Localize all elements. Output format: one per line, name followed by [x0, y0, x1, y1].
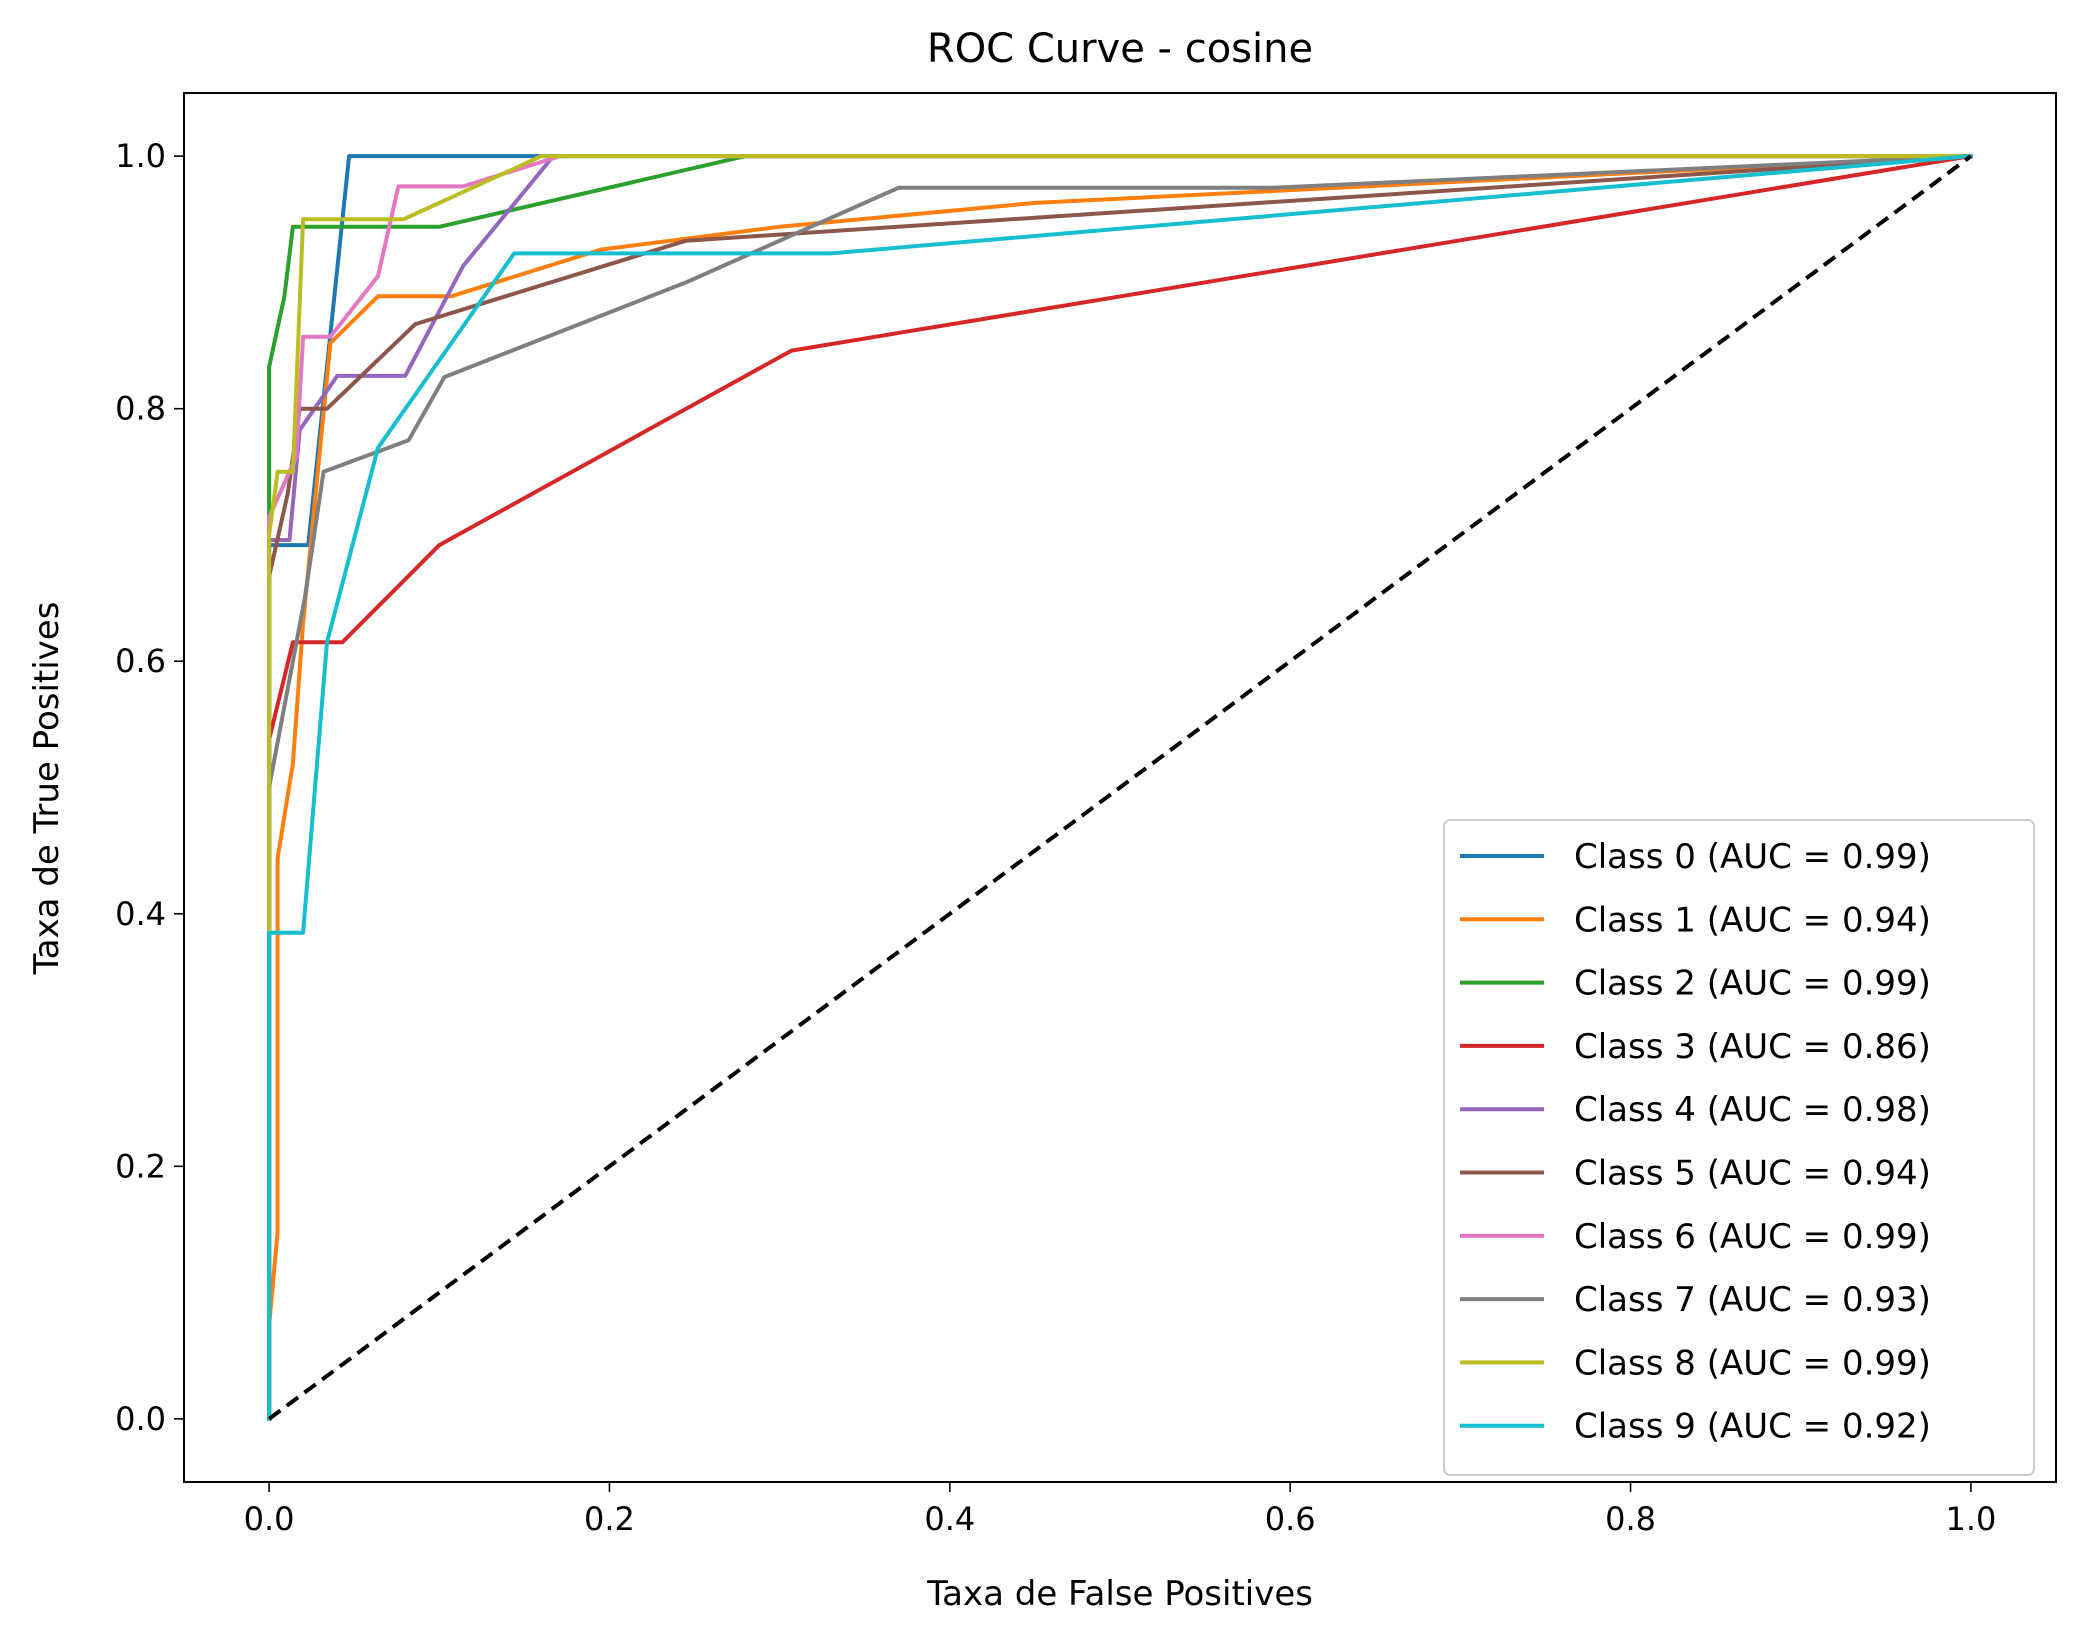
- plot-area: 0.0 0.2 0.4 0.6 0.8 1.0 0.0 0.2 0.4 0.6 0.8 1.0: [115, 92, 2057, 1538]
- legend-label: Class 3 (AUC = 0.86): [1574, 1027, 1931, 1067]
- legend-label: Class 8 (AUC = 0.99): [1574, 1343, 1931, 1383]
- legend-label: Class 2 (AUC = 0.99): [1574, 964, 1931, 1004]
- y-axis-label: Taxa de True Positives: [27, 602, 67, 976]
- chance-diagonal-line: [267, 154, 1973, 1421]
- y-tick-label: 0.6: [115, 642, 166, 680]
- legend-label: Class 4 (AUC = 0.98): [1574, 1090, 1931, 1130]
- x-tick-label: 0.8: [1605, 1500, 1656, 1538]
- y-tick-label: 0.2: [115, 1147, 166, 1185]
- axes-frame: [183, 92, 2057, 1483]
- series-line-class-7: [267, 154, 1973, 1421]
- y-tick-label: 0.8: [115, 390, 166, 428]
- x-tick-label: 0.6: [1265, 1500, 1316, 1538]
- x-tick-label: 0.0: [244, 1500, 295, 1538]
- x-tick-label: 1.0: [1945, 1500, 1996, 1538]
- legend-label: Class 7 (AUC = 0.93): [1574, 1280, 1931, 1320]
- series-group: [267, 153, 1974, 1421]
- legend-label: Class 9 (AUC = 0.92): [1574, 1407, 1931, 1447]
- legend: Class 0 (AUC = 0.99) Class 1 (AUC = 0.94)…: [1443, 819, 2035, 1476]
- chart-title: ROC Curve - cosine: [927, 26, 1313, 72]
- x-axis-label: Taxa de False Positives: [926, 1574, 1313, 1614]
- y-tick-label: 1.0: [115, 137, 166, 175]
- legend-label: Class 1 (AUC = 0.94): [1574, 900, 1931, 940]
- legend-label: Class 5 (AUC = 0.94): [1574, 1154, 1931, 1194]
- series-line-class-1: [267, 154, 1973, 1421]
- series-line-class-8: [267, 154, 1973, 1421]
- x-tick-label: 0.2: [584, 1500, 635, 1538]
- legend-box: [1443, 819, 2035, 1476]
- legend-label: Class 6 (AUC = 0.99): [1574, 1217, 1931, 1257]
- legend-label: Class 0 (AUC = 0.99): [1574, 837, 1931, 877]
- x-tick-label: 0.4: [924, 1500, 975, 1538]
- y-tick-label: 0.0: [115, 1400, 166, 1438]
- series-line-class-9: [267, 153, 1974, 1421]
- y-tick-label: 0.4: [115, 895, 166, 933]
